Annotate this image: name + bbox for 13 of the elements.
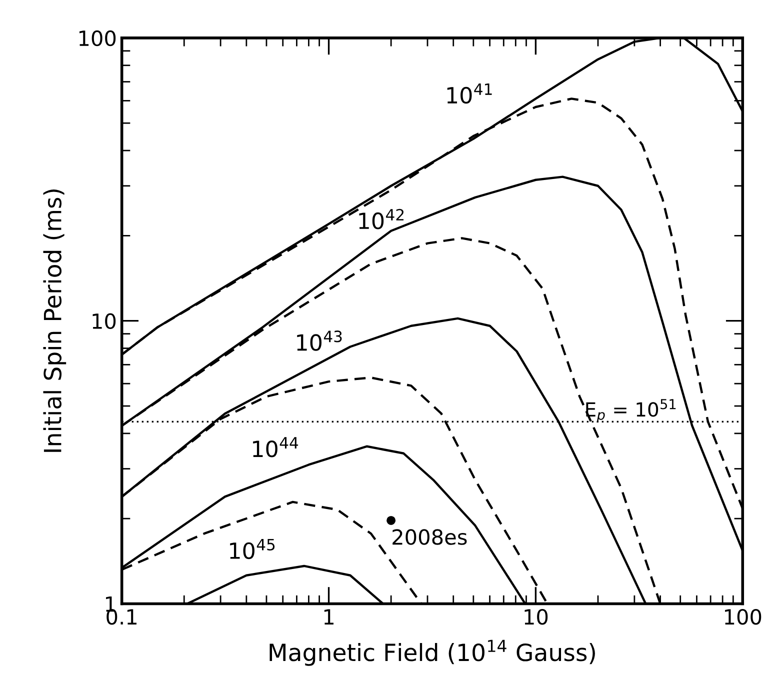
series-label: 10$^{44}$ [253,437,298,458]
series-label: 10$^{41}$ [447,83,492,104]
series-label: 2008es [392,529,467,545]
y-tick-label: 10 [92,313,116,330]
x-tick-label: 100 [725,608,762,625]
series-label: 10$^{43}$ [297,330,342,351]
x-tick-label: 10 [524,608,548,625]
y-axis-title: Initial Spin Period (ms) [43,190,66,452]
x-tick-label: 1 [324,609,334,624]
series-label: 10$^{42}$ [359,208,404,230]
y-tick-label: 100 [79,30,116,46]
series-label: 10$^{45}$ [230,538,275,560]
x-axis-title: Magnetic Field (10$^{14}$ Gauss) [270,640,595,666]
